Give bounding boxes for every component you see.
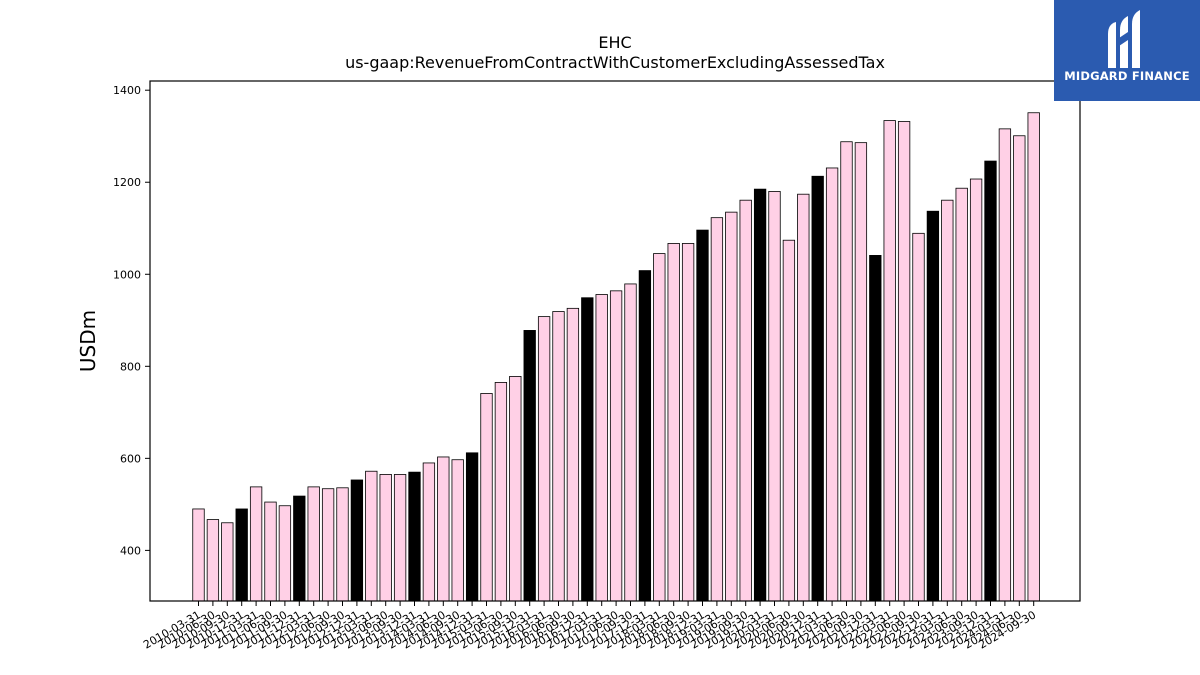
y-axis-label: USDm [76,310,100,372]
y-tick-label: 600 [120,452,141,465]
bar-2014-03-31 [422,462,436,602]
y-tick-label: 1400 [113,84,141,97]
bar-2024-03-31 [998,128,1012,602]
bar-2012-09-30 [336,487,349,602]
bar-group [192,112,1040,602]
bar-2016-03-31 [537,316,551,602]
bar-2017-09-30 [624,283,637,602]
bar-2012-06-30 [321,488,335,602]
bar-2014-06-30 [437,456,450,602]
bar-2010-09-30 [221,522,234,602]
bar-2017-12-31 [638,270,652,602]
bar-2021-09-30 [854,142,868,602]
bar-2011-09-30 [278,505,292,602]
bar-2011-06-30 [264,501,277,602]
y-tick-label: 1200 [113,176,141,189]
midgard-finance-logo: MIDGARD FINANCE [1054,0,1200,101]
bar-2020-12-31 [811,175,824,602]
bar-2023-09-30 [969,178,983,602]
bar-2020-06-30 [782,239,796,602]
bar-2012-03-31 [307,486,320,602]
bar-2013-03-31 [365,470,378,602]
bar-2010-12-31 [235,508,248,602]
bar-2023-06-30 [955,187,968,602]
bar-2015-06-30 [494,382,508,602]
bar-2014-12-31 [465,452,479,602]
bar-2023-12-31 [984,160,997,602]
bar-2022-03-31 [883,120,896,602]
chart-title: EHC [598,33,631,52]
bar-2016-09-30 [566,307,580,602]
bar-2021-03-31 [825,167,839,602]
bar-2013-12-31 [408,471,421,602]
plot-frame [149,80,1081,602]
bar-2018-06-30 [667,243,680,602]
bar-2017-03-31 [595,294,608,602]
bar-2015-12-31 [523,330,536,602]
bar-2010-03-31 [192,508,205,602]
bar-2023-03-31 [941,199,954,602]
y-tick-label: 400 [120,544,141,557]
bar-2012-12-31 [350,479,364,602]
bar-2022-09-30 [912,232,925,602]
bar-2013-06-30 [379,474,392,602]
bar-2015-03-31 [480,393,493,602]
bar-2019-09-30 [739,199,752,602]
bar-2019-06-30 [725,211,738,602]
bar-2016-06-30 [552,311,565,602]
bar-2015-09-30 [509,376,522,602]
bar-2016-12-31 [581,297,594,602]
bar-2020-03-31 [768,191,781,602]
bar-2011-12-31 [293,495,306,602]
bar-2020-09-30 [797,193,810,602]
bar-2011-03-31 [249,486,263,602]
y-axis-ticks: 400 600 800 1000 1200 1400 [113,84,150,557]
bar-2022-12-31 [926,210,940,602]
bar-2018-12-31 [696,229,709,602]
bar-2021-12-31 [869,255,882,602]
bar-2010-06-30 [206,519,220,602]
bar-2013-09-30 [393,474,407,602]
bar-2022-06-30 [897,121,911,602]
bar-2014-09-30 [451,459,464,602]
bar-2021-06-30 [840,141,853,602]
chart-subtitle: us-gaap:RevenueFromContractWithCustomerE… [345,53,885,72]
y-tick-label: 800 [120,360,141,373]
bar-2018-03-31 [653,253,666,602]
bar-2019-12-31 [753,188,767,602]
midgard-m-logo-icon [1108,10,1140,68]
bar-2018-09-30 [681,243,695,602]
bar-2024-06-30 [1013,135,1026,602]
bar-2024-09-30 [1027,112,1040,602]
bar-2019-03-31 [710,217,724,602]
brand-name: MIDGARD FINANCE [1064,69,1190,83]
x-axis-ticks: 2010-03-312010-06-302010-09-302010-12-31… [141,601,1038,652]
y-tick-label: 1000 [113,268,141,281]
bar-2017-06-30 [609,290,623,602]
